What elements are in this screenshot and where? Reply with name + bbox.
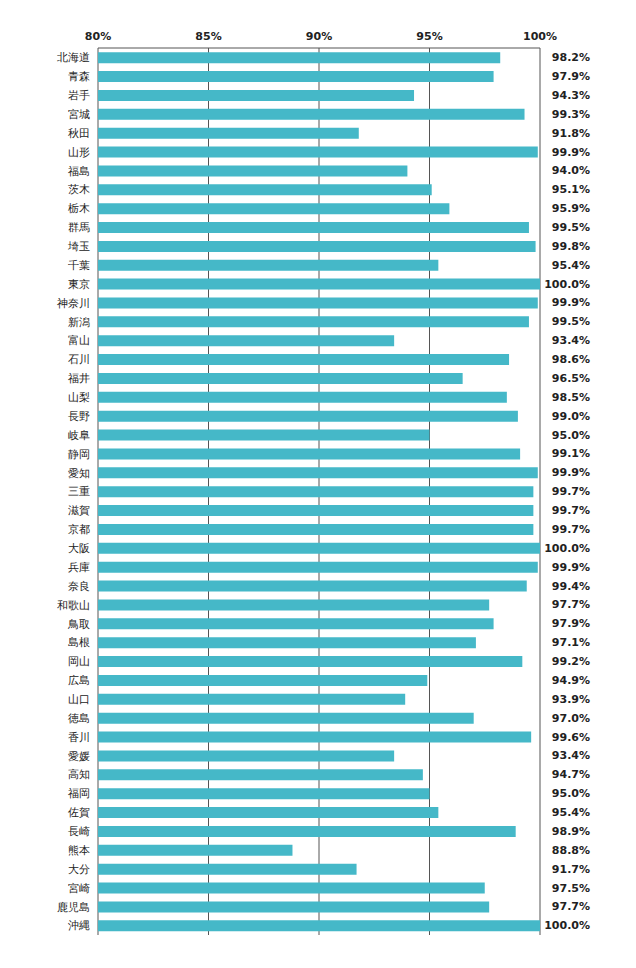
svg-text:94.7%: 94.7% — [552, 768, 590, 781]
svg-text:98.2%: 98.2% — [552, 51, 590, 64]
svg-text:千葉: 千葉 — [68, 259, 90, 272]
svg-text:97.1%: 97.1% — [552, 636, 590, 649]
svg-text:98.6%: 98.6% — [552, 353, 590, 366]
svg-text:秋田: 秋田 — [68, 127, 90, 140]
svg-text:石川: 石川 — [68, 353, 90, 366]
svg-text:長野: 長野 — [68, 410, 90, 423]
svg-text:99.9%: 99.9% — [552, 146, 590, 159]
svg-text:97.0%: 97.0% — [552, 712, 590, 725]
svg-text:95.1%: 95.1% — [552, 183, 590, 196]
svg-text:徳島: 徳島 — [68, 712, 90, 725]
svg-text:山口: 山口 — [68, 693, 90, 706]
svg-text:95.9%: 95.9% — [552, 202, 590, 215]
svg-text:95.4%: 95.4% — [552, 806, 590, 819]
svg-text:栃木: 栃木 — [68, 202, 90, 215]
svg-text:97.5%: 97.5% — [552, 882, 590, 895]
svg-text:97.7%: 97.7% — [552, 900, 590, 913]
svg-text:96.5%: 96.5% — [552, 372, 590, 385]
svg-text:愛媛: 愛媛 — [68, 750, 90, 763]
svg-text:愛知: 愛知 — [68, 467, 90, 480]
svg-text:99.5%: 99.5% — [552, 315, 590, 328]
svg-text:佐賀: 佐賀 — [68, 806, 90, 819]
svg-text:97.9%: 97.9% — [552, 617, 590, 630]
svg-text:岩手: 岩手 — [68, 89, 90, 102]
svg-text:広島: 広島 — [68, 674, 90, 687]
svg-text:97.7%: 97.7% — [552, 598, 590, 611]
svg-text:99.2%: 99.2% — [552, 655, 590, 668]
svg-text:宮城: 宮城 — [68, 108, 90, 121]
svg-text:99.9%: 99.9% — [552, 466, 590, 479]
svg-text:奈良: 奈良 — [68, 580, 90, 593]
svg-text:94.0%: 94.0% — [552, 164, 590, 177]
svg-text:青森: 青森 — [68, 70, 90, 83]
svg-text:兵庫: 兵庫 — [68, 561, 90, 574]
svg-text:100%: 100% — [523, 30, 557, 43]
svg-text:99.8%: 99.8% — [552, 240, 590, 253]
svg-text:東京: 東京 — [68, 278, 90, 291]
svg-text:高知: 高知 — [68, 768, 90, 781]
svg-text:99.6%: 99.6% — [552, 731, 590, 744]
svg-text:80%: 80% — [85, 30, 111, 43]
svg-text:香川: 香川 — [68, 731, 90, 744]
svg-text:静岡: 静岡 — [68, 448, 90, 461]
svg-text:鳥取: 鳥取 — [67, 618, 90, 631]
svg-text:大阪: 大阪 — [68, 542, 90, 555]
svg-text:滋賀: 滋賀 — [68, 504, 90, 517]
svg-text:98.9%: 98.9% — [552, 825, 590, 838]
svg-text:鹿児島: 鹿児島 — [57, 901, 90, 914]
svg-text:95%: 95% — [416, 30, 442, 43]
svg-text:新潟: 新潟 — [68, 316, 90, 329]
svg-text:99.5%: 99.5% — [552, 221, 590, 234]
svg-text:99.7%: 99.7% — [552, 523, 590, 536]
svg-text:99.0%: 99.0% — [552, 410, 590, 423]
svg-text:93.4%: 93.4% — [552, 334, 590, 347]
svg-text:埼玉: 埼玉 — [67, 240, 90, 253]
svg-text:大分: 大分 — [68, 863, 90, 876]
svg-text:島根: 島根 — [68, 636, 90, 649]
svg-text:99.9%: 99.9% — [552, 561, 590, 574]
svg-text:85%: 85% — [195, 30, 221, 43]
svg-text:福岡: 福岡 — [68, 787, 90, 800]
svg-text:和歌山: 和歌山 — [57, 599, 90, 612]
svg-text:95.4%: 95.4% — [552, 259, 590, 272]
svg-text:熊本: 熊本 — [68, 844, 90, 857]
svg-text:三重: 三重 — [68, 485, 90, 498]
svg-text:93.9%: 93.9% — [552, 693, 590, 706]
svg-text:岡山: 岡山 — [68, 655, 90, 668]
svg-text:岐阜: 岐阜 — [68, 429, 90, 442]
svg-text:98.5%: 98.5% — [552, 391, 590, 404]
svg-text:90%: 90% — [306, 30, 332, 43]
svg-text:88.8%: 88.8% — [552, 844, 590, 857]
svg-text:99.7%: 99.7% — [552, 485, 590, 498]
svg-text:94.3%: 94.3% — [552, 89, 590, 102]
svg-text:97.9%: 97.9% — [552, 70, 590, 83]
svg-text:99.4%: 99.4% — [552, 580, 590, 593]
svg-text:福島: 福島 — [68, 165, 90, 178]
svg-text:91.7%: 91.7% — [552, 863, 590, 876]
svg-text:福井: 福井 — [68, 372, 90, 385]
svg-text:富山: 富山 — [68, 334, 90, 347]
svg-text:京都: 京都 — [68, 523, 90, 536]
svg-text:100.0%: 100.0% — [544, 919, 590, 932]
svg-text:99.3%: 99.3% — [552, 108, 590, 121]
svg-text:北海道: 北海道 — [57, 51, 90, 64]
svg-text:神奈川: 神奈川 — [57, 297, 90, 310]
svg-text:99.1%: 99.1% — [552, 447, 590, 460]
svg-text:95.0%: 95.0% — [552, 787, 590, 800]
svg-text:山梨: 山梨 — [68, 391, 90, 404]
svg-text:91.8%: 91.8% — [552, 127, 590, 140]
svg-text:茨木: 茨木 — [68, 183, 90, 196]
svg-text:長崎: 長崎 — [68, 825, 90, 838]
svg-text:沖縄: 沖縄 — [68, 919, 90, 932]
svg-text:94.9%: 94.9% — [552, 674, 590, 687]
svg-text:山形: 山形 — [68, 146, 90, 159]
svg-text:93.4%: 93.4% — [552, 749, 590, 762]
svg-text:99.7%: 99.7% — [552, 504, 590, 517]
svg-text:群馬: 群馬 — [68, 221, 90, 234]
svg-text:100.0%: 100.0% — [544, 542, 590, 555]
svg-text:100.0%: 100.0% — [544, 278, 590, 291]
svg-text:95.0%: 95.0% — [552, 429, 590, 442]
svg-text:宮崎: 宮崎 — [68, 882, 90, 895]
svg-text:99.9%: 99.9% — [552, 296, 590, 309]
